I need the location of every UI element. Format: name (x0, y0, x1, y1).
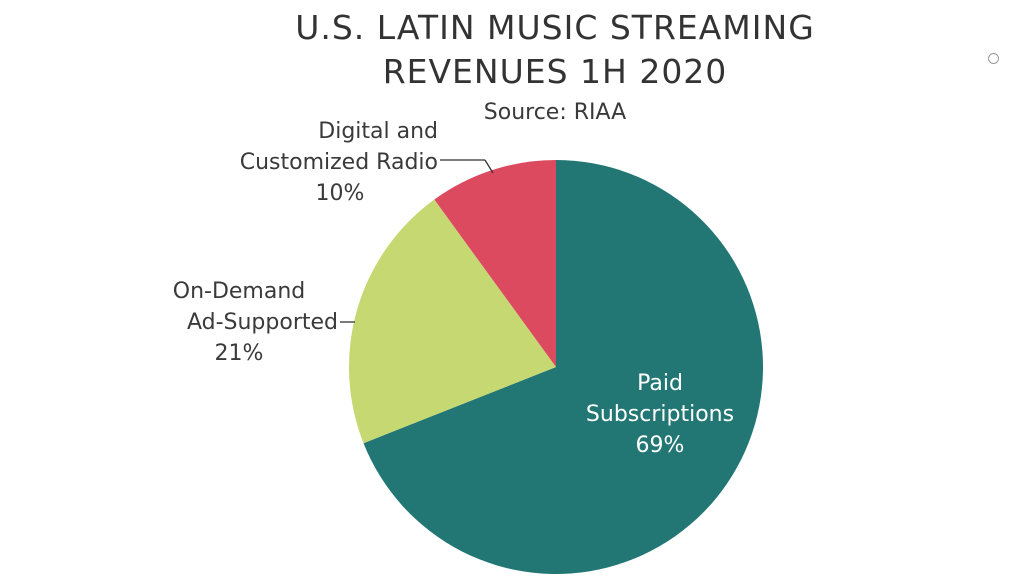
pie-slice-digital-and-customized-radio (434, 160, 556, 367)
slice-label-paid-line-1: Paid (637, 371, 683, 396)
slice-label-radio: Digital and Customized Radio 10% (150, 116, 438, 209)
pie-slice-on-demand-ad-supported (349, 199, 556, 444)
pie-slice-paid-subscriptions (363, 160, 763, 574)
circle-icon (988, 53, 999, 64)
chart-title-line-2: REVENUES 1H 2020 (382, 52, 728, 91)
slice-label-paid-line-2: Subscriptions (585, 402, 735, 427)
slice-pct-ad-supported: 21% (214, 341, 264, 366)
slice-pct-paid: 69% (635, 433, 685, 458)
leader-line-radio-diagonal (484, 159, 494, 174)
slice-label-radio-line-1: Digital and (318, 119, 438, 144)
slice-pct-radio: 10% (315, 181, 365, 206)
chart-title-line-1: U.S. LATIN MUSIC STREAMING (295, 8, 815, 47)
chart-subtitle: Source: RIAA (483, 100, 627, 125)
slice-label-ad-line-1: On-Demand (172, 279, 306, 304)
slice-label-ad-supported: On-Demand Ad-Supported 21% (100, 276, 338, 369)
slice-label-paid: Paid Subscriptions 69% (560, 368, 760, 461)
slice-label-radio-line-2: Customized Radio (239, 150, 438, 175)
slice-label-ad-line-2: Ad-Supported (186, 310, 338, 335)
